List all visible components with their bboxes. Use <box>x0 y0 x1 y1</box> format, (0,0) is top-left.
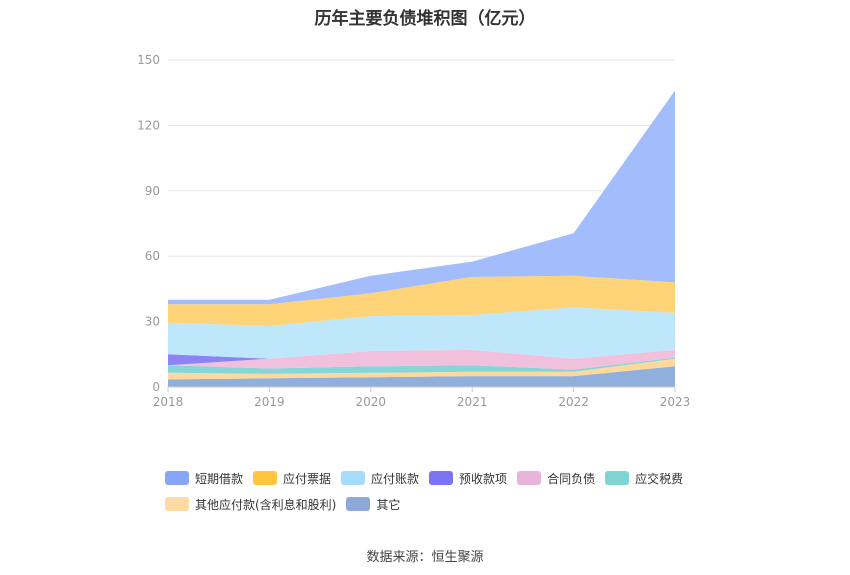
area-series <box>168 90 675 387</box>
legend-swatch <box>165 497 189 511</box>
chart-title: 历年主要负债堆积图（亿元） <box>314 9 536 29</box>
x-tick-label: 2018 <box>153 395 184 409</box>
legend-item[interactable]: 应付票据 <box>253 470 331 486</box>
legend-label: 其它 <box>376 497 401 512</box>
x-tick-label: 2020 <box>356 395 387 409</box>
x-tick-label: 2023 <box>660 395 691 409</box>
legend-label: 应交税费 <box>635 471 684 486</box>
area-series-合同负债 <box>168 349 675 370</box>
area-series-短期借款 <box>168 90 675 305</box>
x-tick-label: 2019 <box>254 395 285 409</box>
legend-label: 应付票据 <box>283 471 332 486</box>
legend-swatch <box>165 471 189 485</box>
legend-item[interactable]: 其他应付款(含利息和股利) <box>165 496 336 512</box>
legend-label: 预收款项 <box>459 471 508 486</box>
x-tick-label: 2022 <box>558 395 589 409</box>
legend-swatch <box>346 497 371 511</box>
legend: 短期借款 应付票据 应付账款 预收款项 合同负债 应交税费其他应付款(含利息和股利) 其它 <box>165 470 725 522</box>
legend-item[interactable]: 应付账款 <box>341 470 419 486</box>
y-tick-label: 150 <box>137 53 160 67</box>
y-tick-label: 60 <box>145 249 160 263</box>
area-series-其他应付款(含利息和股利) <box>168 358 675 380</box>
y-tick-label: 120 <box>137 118 160 132</box>
legend-item[interactable]: 预收款项 <box>429 470 507 486</box>
y-tick-label: 30 <box>145 315 160 329</box>
area-series-其它 <box>168 366 675 387</box>
legend-swatch <box>517 471 542 485</box>
legend-label: 合同负债 <box>547 471 596 486</box>
legend-swatch <box>341 471 366 485</box>
data-source: 数据来源：恒生聚源 <box>366 550 484 565</box>
area-series-应付账款 <box>168 307 675 359</box>
legend-label: 其他应付款(含利息和股利) <box>195 497 337 512</box>
legend-swatch <box>253 471 278 485</box>
legend-label: 短期借款 <box>195 471 244 486</box>
legend-item[interactable]: 合同负债 <box>517 470 595 486</box>
legend-swatch <box>429 471 454 485</box>
legend-label: 应付账款 <box>371 471 420 486</box>
legend-item[interactable]: 其它 <box>346 496 400 512</box>
legend-swatch <box>605 471 630 485</box>
legend-item[interactable]: 短期借款 <box>165 470 243 486</box>
y-tick-label: 0 <box>152 380 160 394</box>
legend-item[interactable]: 应交税费 <box>605 470 683 486</box>
axes: 0 30 60 90 120 150 2018 2019 2020 2021 2022 2023 <box>137 53 690 409</box>
x-tick-label: 2021 <box>457 395 488 409</box>
y-tick-label: 90 <box>145 184 160 198</box>
area-series-应付票据 <box>168 275 675 326</box>
